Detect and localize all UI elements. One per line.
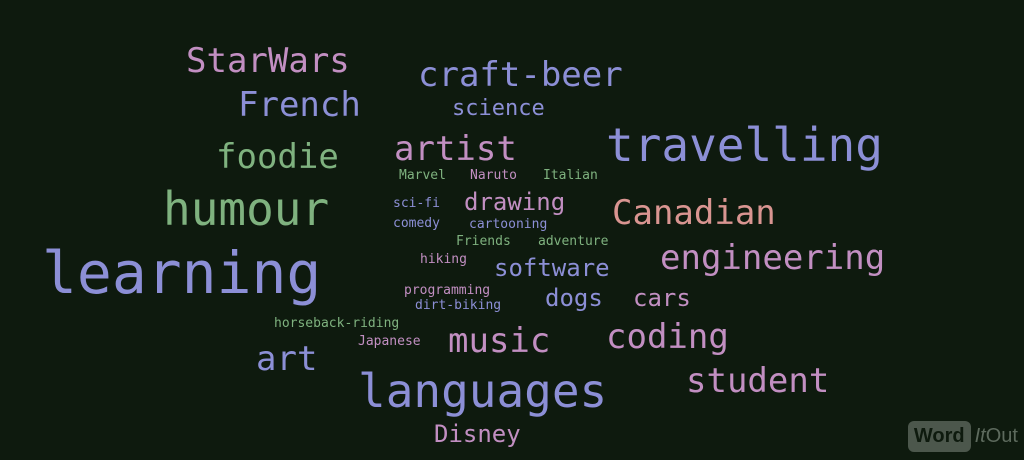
word-travelling: travelling	[606, 118, 883, 172]
word-dogs: dogs	[545, 284, 603, 312]
logo-out: Out	[985, 425, 1018, 447]
word-dirt-biking: dirt-biking	[415, 298, 502, 313]
word-comedy: comedy	[393, 216, 440, 231]
logo-word: Word	[907, 421, 971, 452]
word-learning: learning	[42, 239, 322, 307]
word-student: student	[686, 361, 830, 401]
word-friends: Friends	[456, 234, 511, 249]
word-marvel: Marvel	[399, 168, 446, 183]
word-japanese: Japanese	[358, 334, 421, 349]
word-languages: languages	[358, 364, 608, 418]
wordle-logo: Word It Out	[907, 421, 1018, 452]
word-humour: humour	[163, 182, 330, 236]
word-cartooning: cartooning	[469, 217, 548, 232]
word-software: software	[494, 254, 610, 282]
word-french: French	[238, 85, 361, 125]
word-foodie: foodie	[216, 137, 339, 177]
word-disney: Disney	[434, 420, 521, 448]
word-italian: Italian	[543, 168, 598, 183]
word-adventure: adventure	[538, 234, 609, 249]
word-canadian: Canadian	[612, 193, 776, 233]
word-music: music	[448, 321, 551, 361]
word-coding: coding	[606, 317, 729, 357]
word-art: art	[256, 339, 318, 379]
word-sci-fi: sci-fi	[393, 196, 440, 211]
word-engineering: engineering	[660, 238, 886, 278]
word-craft-beer: craft-beer	[418, 55, 623, 95]
word-cars: cars	[633, 284, 691, 312]
word-science: science	[452, 96, 545, 121]
word-horseback-riding: horseback-riding	[274, 316, 400, 331]
word-naruto: Naruto	[470, 168, 517, 183]
word-artist: artist	[394, 129, 517, 169]
logo-it: It	[974, 425, 986, 447]
word-programming: programming	[404, 283, 491, 298]
word-starwars: StarWars	[186, 41, 350, 81]
word-hiking: hiking	[420, 252, 467, 267]
word-drawing: drawing	[464, 188, 566, 216]
